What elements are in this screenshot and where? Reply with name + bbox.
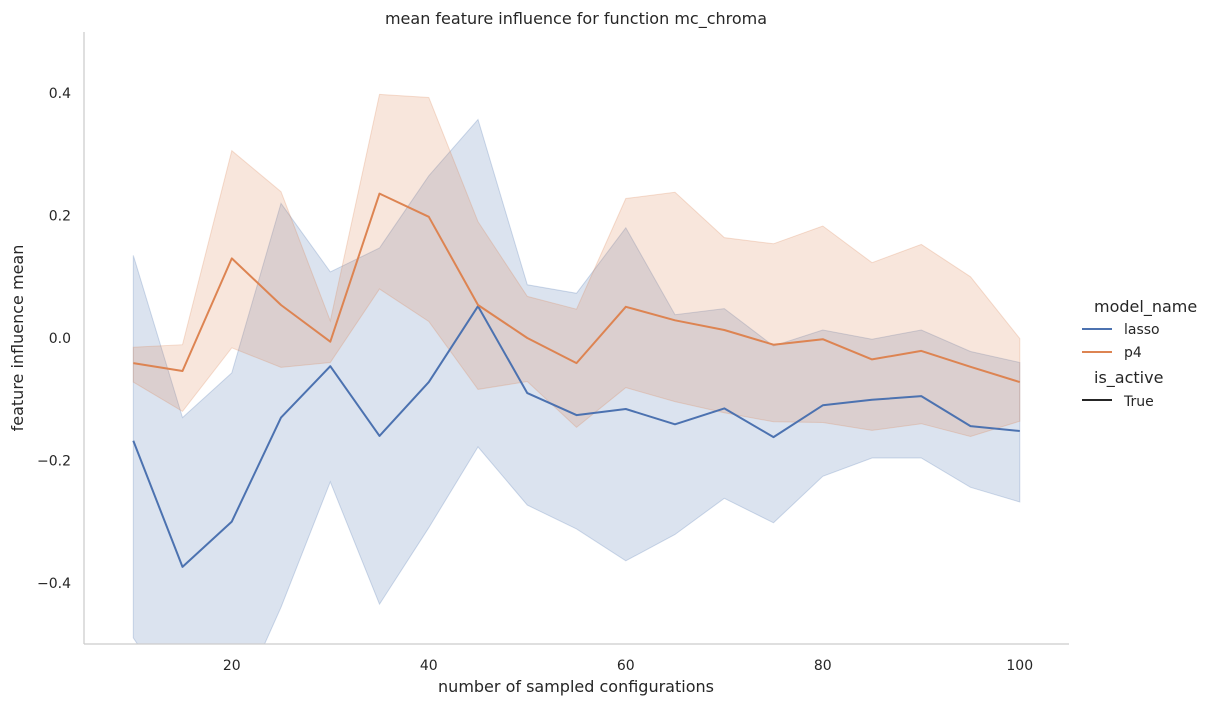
series-lines [132,192,1021,568]
band-p4 [132,93,1021,438]
x-tick-label: 100 [1006,658,1033,674]
legend-lasso-label: lasso [1124,322,1160,338]
x-tick-label: 20 [223,658,241,674]
confidence-bands [132,93,1021,644]
y-tick-label: 0.0 [49,331,71,347]
x-tick-label: 60 [617,658,635,674]
x-tick-label: 40 [420,658,438,674]
band-lasso [132,118,1021,644]
x-axis-label: number of sampled configurations [438,677,714,696]
plot-area [132,93,1021,644]
legend-hue-title: model_name [1094,297,1197,317]
legend: model_name lasso p4 is_active True [1082,297,1197,410]
legend-style-title: is_active [1094,368,1163,388]
y-tick-label: 0.4 [49,86,71,102]
chart-title: mean feature influence for function mc_c… [385,9,767,29]
y-tick-label: −0.2 [37,453,71,469]
y-tick-label: −0.4 [37,576,71,592]
y-tick-label: 0.2 [49,209,71,225]
x-tick-labels: 20 40 60 80 100 [223,658,1033,674]
y-tick-labels: −0.4 −0.2 0.0 0.2 0.4 [37,86,71,592]
x-tick-label: 80 [814,658,832,674]
legend-true-label: True [1123,394,1154,410]
legend-p4-label: p4 [1124,345,1142,361]
y-axis-label: feature influence mean [8,245,27,432]
